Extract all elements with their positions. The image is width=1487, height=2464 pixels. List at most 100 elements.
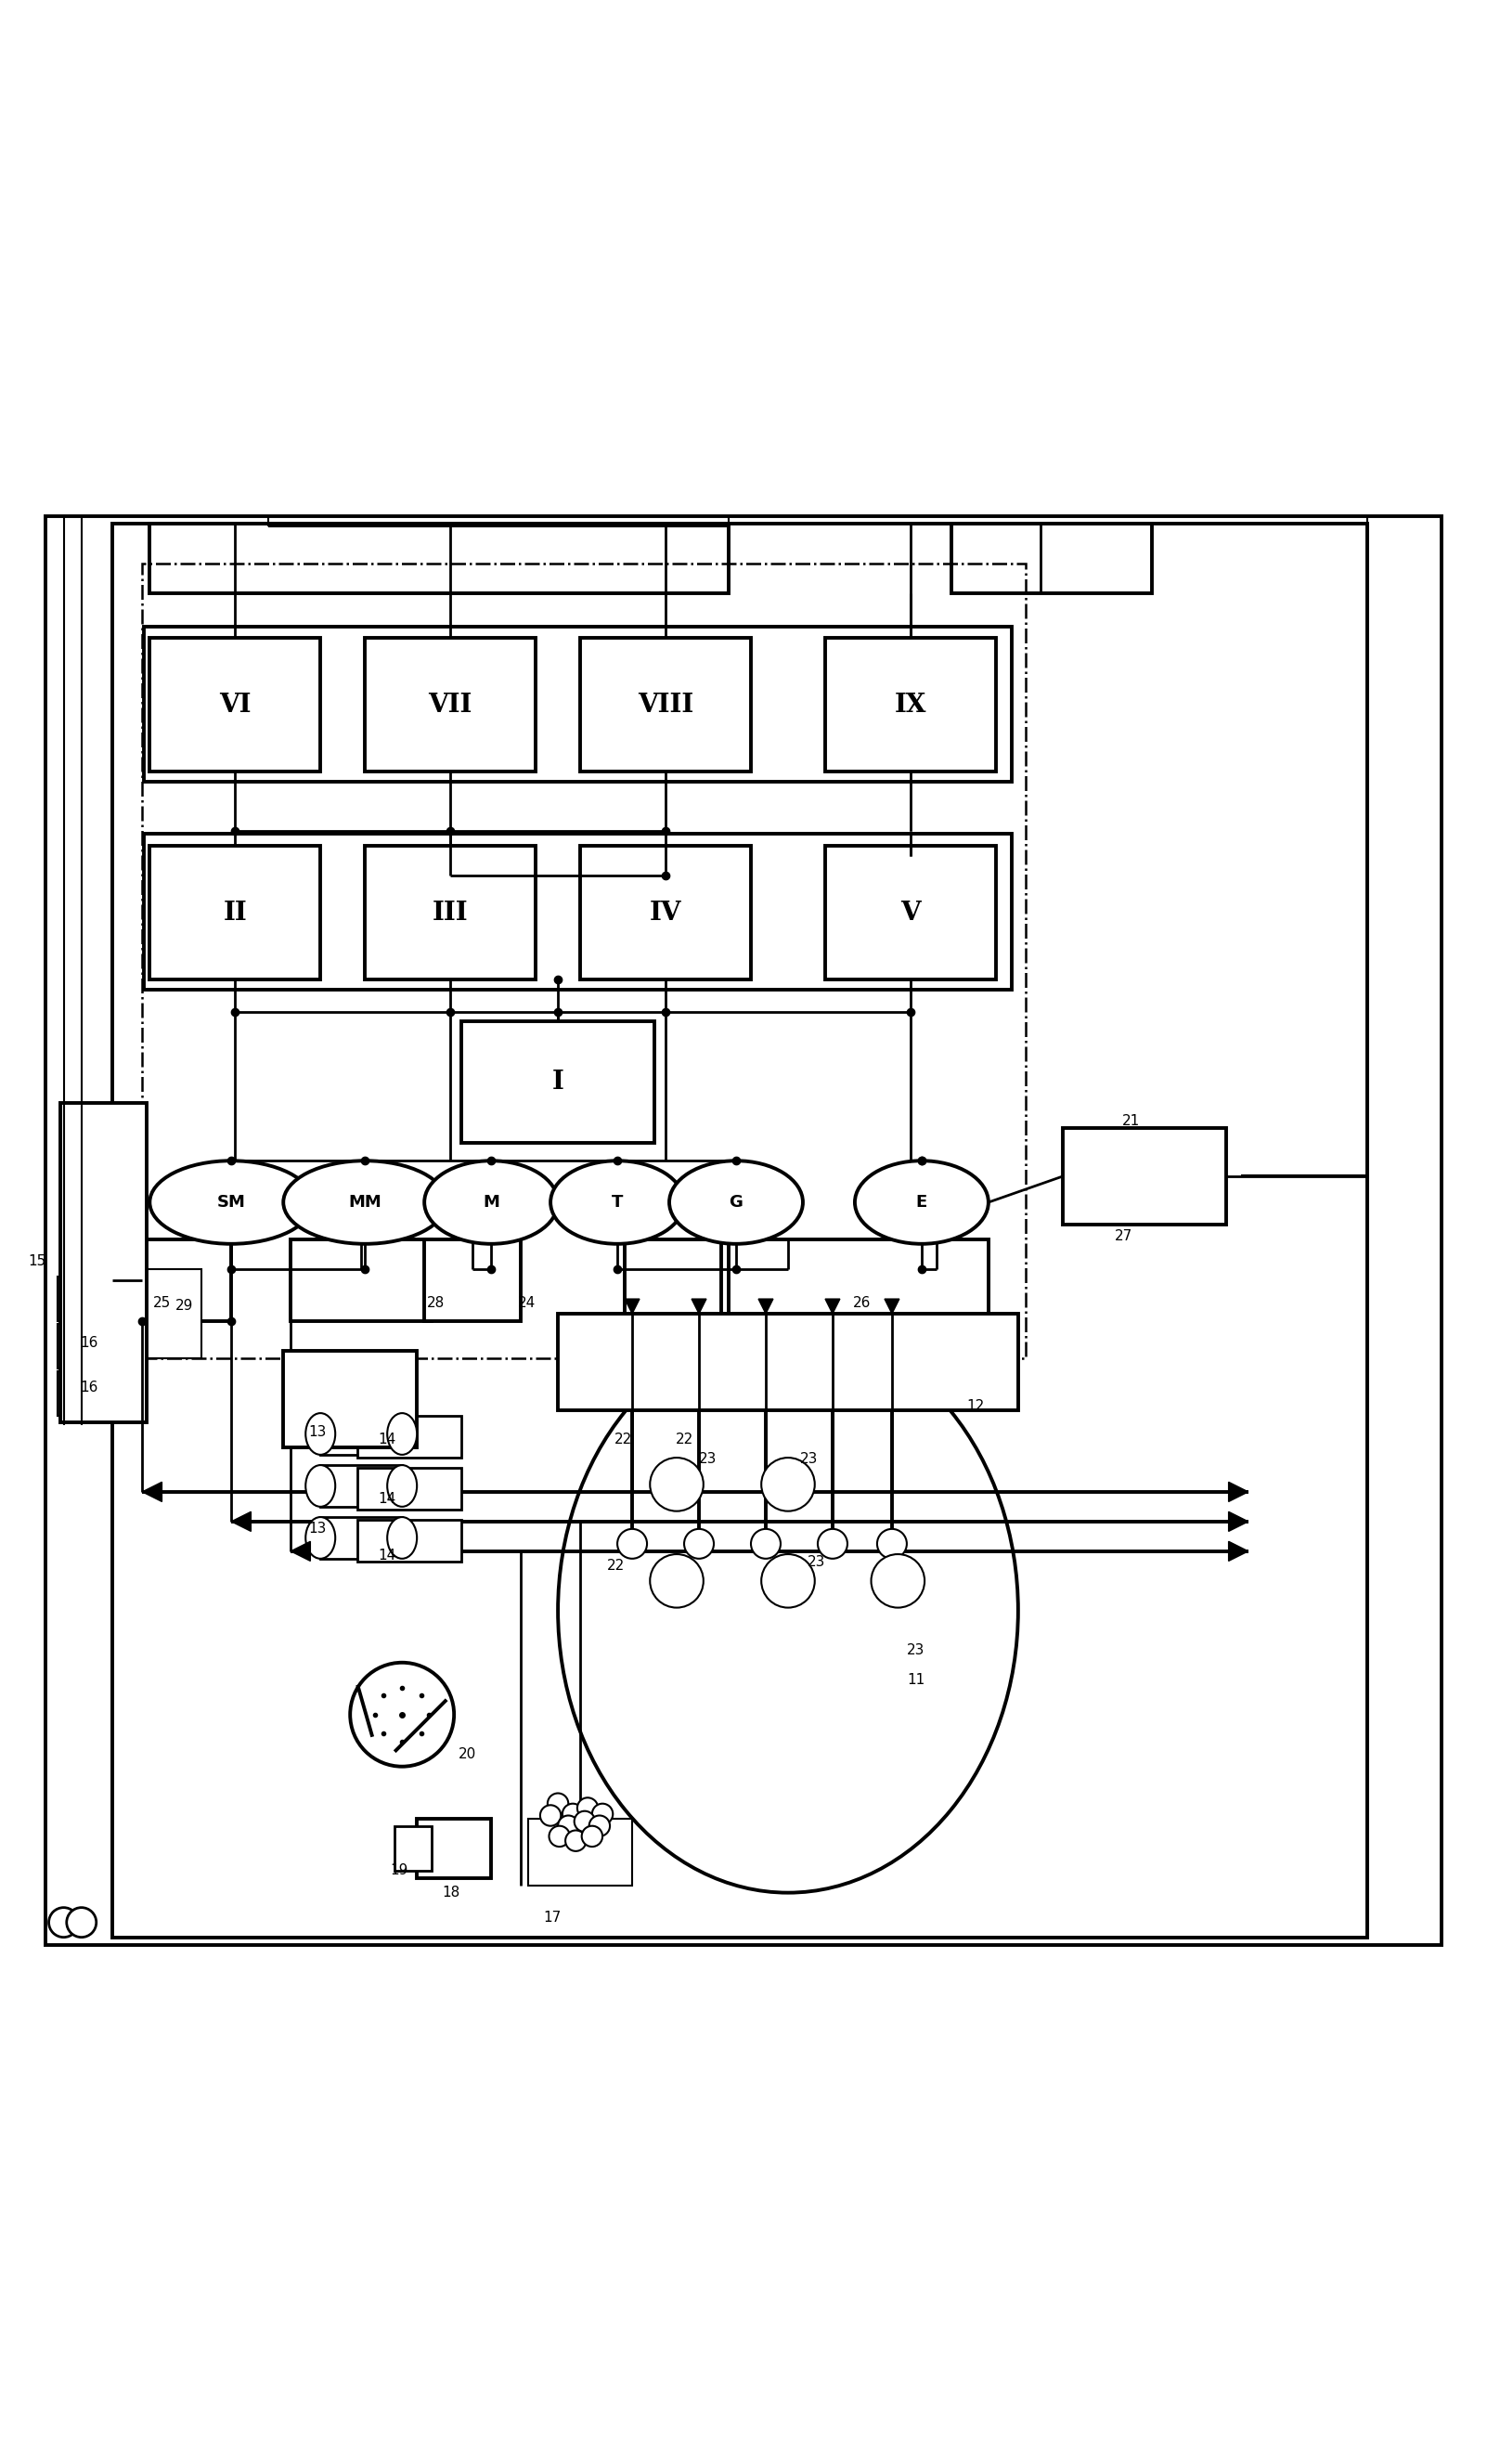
Polygon shape bbox=[691, 1299, 706, 1313]
Bar bbox=[113, 1269, 202, 1358]
Text: 14: 14 bbox=[378, 1550, 396, 1562]
Bar bbox=[1063, 1129, 1225, 1225]
Bar bbox=[357, 1520, 461, 1562]
Text: 28: 28 bbox=[427, 1296, 445, 1311]
Bar bbox=[729, 1239, 989, 1321]
Polygon shape bbox=[825, 1299, 840, 1313]
Circle shape bbox=[540, 1806, 561, 1826]
Polygon shape bbox=[758, 1299, 773, 1313]
Bar bbox=[416, 1818, 491, 1878]
Text: 19: 19 bbox=[390, 1863, 409, 1878]
Circle shape bbox=[617, 1530, 647, 1560]
Polygon shape bbox=[291, 1542, 311, 1562]
Text: III: III bbox=[433, 899, 468, 926]
Text: 18: 18 bbox=[442, 1885, 459, 1900]
Text: 16: 16 bbox=[80, 1380, 98, 1395]
Bar bbox=[143, 564, 1026, 1358]
Text: 13: 13 bbox=[309, 1427, 327, 1439]
Circle shape bbox=[581, 1826, 602, 1846]
Text: 25: 25 bbox=[153, 1296, 171, 1311]
Bar bbox=[394, 1826, 431, 1870]
Bar bbox=[144, 626, 1013, 781]
Text: VIII: VIII bbox=[638, 692, 693, 717]
Circle shape bbox=[589, 1816, 610, 1836]
Text: 14: 14 bbox=[378, 1434, 396, 1446]
Bar bbox=[424, 1239, 520, 1321]
Text: 23: 23 bbox=[807, 1555, 825, 1570]
Bar bbox=[113, 525, 1367, 1937]
Circle shape bbox=[761, 1555, 815, 1607]
Bar bbox=[580, 845, 751, 981]
Text: 22: 22 bbox=[607, 1560, 625, 1572]
Bar bbox=[320, 1414, 401, 1454]
Bar bbox=[825, 638, 996, 771]
Circle shape bbox=[871, 1555, 925, 1607]
Text: 17: 17 bbox=[543, 1912, 561, 1924]
Bar bbox=[461, 1020, 654, 1143]
Bar bbox=[320, 1518, 401, 1560]
Bar bbox=[528, 1818, 632, 1885]
Text: G: G bbox=[729, 1195, 744, 1210]
Text: 21: 21 bbox=[1123, 1114, 1141, 1129]
Bar bbox=[150, 845, 320, 981]
Circle shape bbox=[650, 1555, 703, 1607]
Text: SM: SM bbox=[217, 1195, 245, 1210]
Ellipse shape bbox=[855, 1161, 989, 1244]
Ellipse shape bbox=[284, 1161, 446, 1244]
Text: 27: 27 bbox=[1115, 1230, 1133, 1244]
Bar bbox=[825, 845, 996, 981]
Bar bbox=[320, 1466, 401, 1506]
Circle shape bbox=[650, 1459, 703, 1510]
Ellipse shape bbox=[558, 1328, 1019, 1892]
Bar bbox=[952, 525, 1152, 594]
Text: 16: 16 bbox=[80, 1335, 98, 1350]
Text: I: I bbox=[552, 1069, 564, 1094]
Text: IX: IX bbox=[895, 692, 926, 717]
Polygon shape bbox=[1228, 1513, 1248, 1530]
Text: 20: 20 bbox=[458, 1747, 476, 1762]
Ellipse shape bbox=[387, 1518, 416, 1560]
Polygon shape bbox=[885, 1299, 900, 1313]
Bar bbox=[144, 835, 1013, 991]
Bar bbox=[58, 1276, 103, 1321]
Circle shape bbox=[574, 1811, 595, 1831]
Polygon shape bbox=[143, 1481, 162, 1501]
Bar bbox=[364, 638, 535, 771]
Bar bbox=[357, 1417, 461, 1459]
Circle shape bbox=[592, 1804, 613, 1823]
Text: VI: VI bbox=[219, 692, 251, 717]
Polygon shape bbox=[625, 1299, 639, 1313]
Text: 26: 26 bbox=[854, 1296, 871, 1311]
Text: 24: 24 bbox=[517, 1296, 535, 1311]
Text: E: E bbox=[916, 1195, 928, 1210]
Circle shape bbox=[549, 1826, 570, 1846]
Bar bbox=[150, 525, 729, 594]
Text: M: M bbox=[483, 1195, 500, 1210]
Ellipse shape bbox=[669, 1161, 803, 1244]
Text: 23: 23 bbox=[699, 1451, 717, 1466]
Circle shape bbox=[547, 1794, 568, 1814]
Circle shape bbox=[751, 1530, 781, 1560]
Text: 13: 13 bbox=[309, 1523, 327, 1535]
Ellipse shape bbox=[387, 1466, 416, 1506]
Text: 11: 11 bbox=[907, 1673, 925, 1688]
Text: 29: 29 bbox=[175, 1299, 193, 1313]
Text: 23: 23 bbox=[907, 1643, 925, 1658]
Ellipse shape bbox=[424, 1161, 558, 1244]
Ellipse shape bbox=[306, 1414, 335, 1454]
Bar bbox=[357, 1469, 461, 1510]
Ellipse shape bbox=[150, 1161, 314, 1244]
Bar bbox=[113, 1239, 232, 1321]
Circle shape bbox=[558, 1816, 578, 1836]
Circle shape bbox=[818, 1530, 848, 1560]
Text: 12: 12 bbox=[967, 1400, 984, 1412]
Circle shape bbox=[877, 1530, 907, 1560]
Text: 22: 22 bbox=[675, 1434, 693, 1446]
Bar bbox=[625, 1239, 721, 1321]
Bar bbox=[58, 1323, 103, 1368]
Circle shape bbox=[67, 1907, 97, 1937]
Circle shape bbox=[349, 1663, 454, 1767]
Polygon shape bbox=[232, 1513, 251, 1530]
Bar bbox=[284, 1350, 416, 1446]
Ellipse shape bbox=[306, 1466, 335, 1506]
